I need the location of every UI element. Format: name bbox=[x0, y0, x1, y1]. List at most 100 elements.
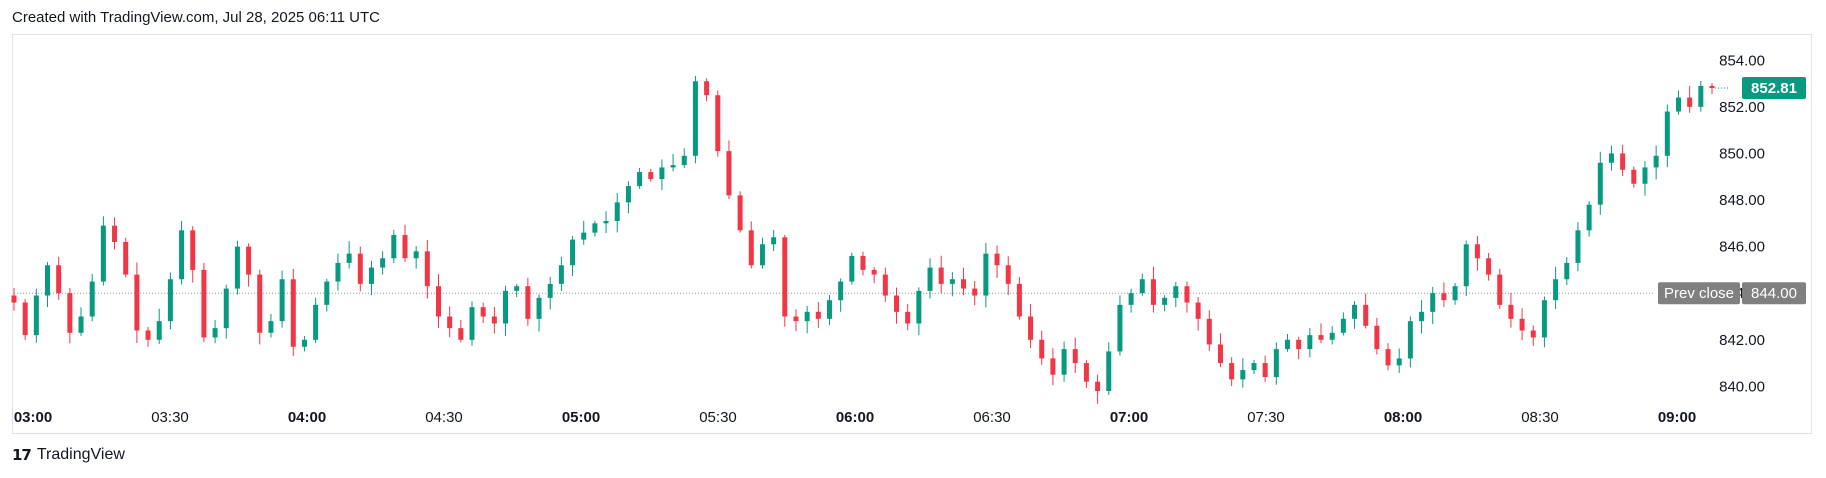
candle-body bbox=[1642, 167, 1648, 184]
candle-body bbox=[1631, 169, 1637, 184]
candle bbox=[983, 243, 989, 308]
candle bbox=[234, 240, 240, 295]
candle bbox=[938, 255, 944, 294]
candle bbox=[1262, 355, 1268, 383]
candle bbox=[447, 306, 453, 338]
candle bbox=[257, 269, 263, 345]
candle bbox=[1195, 296, 1201, 331]
candle-body bbox=[1709, 85, 1715, 89]
candle-body bbox=[1519, 318, 1525, 331]
candle bbox=[1150, 266, 1156, 313]
candle-body bbox=[324, 281, 330, 305]
candle-body bbox=[1608, 153, 1614, 163]
candle-body bbox=[201, 269, 207, 338]
candle-body bbox=[1385, 349, 1391, 366]
candle bbox=[156, 308, 162, 345]
candle bbox=[1217, 333, 1223, 368]
candle-body bbox=[145, 330, 151, 340]
candle bbox=[402, 224, 408, 262]
candle bbox=[860, 251, 866, 276]
candle bbox=[1564, 257, 1570, 286]
candle bbox=[804, 305, 810, 334]
candle-body bbox=[681, 155, 687, 166]
candle bbox=[1028, 303, 1034, 348]
candle bbox=[1039, 330, 1045, 365]
prev-close-label: Prev close bbox=[1664, 285, 1734, 302]
candle bbox=[1061, 341, 1067, 382]
candle-body bbox=[1363, 304, 1369, 326]
candle bbox=[815, 301, 821, 328]
candle-body bbox=[1307, 335, 1313, 350]
candle bbox=[1162, 295, 1168, 312]
candle-body bbox=[1664, 111, 1670, 156]
time-tick-label: 06:00 bbox=[836, 409, 874, 426]
candle bbox=[1486, 253, 1492, 281]
candle bbox=[692, 75, 698, 164]
candle-body bbox=[33, 295, 39, 336]
candle bbox=[357, 246, 363, 292]
candle bbox=[223, 284, 229, 339]
candle-body bbox=[759, 244, 765, 266]
candle-body bbox=[603, 221, 609, 224]
time-tick-label: 05:00 bbox=[562, 409, 600, 426]
candle-body bbox=[424, 251, 430, 287]
candle-body bbox=[782, 237, 788, 317]
candle bbox=[480, 302, 486, 323]
candle bbox=[1340, 312, 1346, 336]
candle-body bbox=[1083, 363, 1089, 382]
candle-body bbox=[1687, 97, 1693, 107]
candle-body bbox=[1620, 153, 1626, 170]
candle bbox=[1251, 359, 1257, 375]
price-tick-label: 840.00 bbox=[1719, 378, 1765, 395]
candle bbox=[1285, 333, 1290, 352]
candle bbox=[826, 295, 832, 325]
candle-body bbox=[949, 279, 955, 284]
candle bbox=[771, 229, 777, 251]
candle-body bbox=[715, 95, 721, 152]
candle-body bbox=[469, 307, 475, 340]
candle-body bbox=[1374, 325, 1380, 350]
candle bbox=[994, 245, 1000, 278]
price-tick-label: 852.00 bbox=[1719, 99, 1765, 116]
candle bbox=[1541, 296, 1547, 348]
candle-body bbox=[994, 253, 1000, 266]
candle-body bbox=[692, 81, 698, 156]
candle bbox=[1106, 342, 1112, 395]
candle bbox=[1095, 374, 1101, 404]
candle-body bbox=[838, 281, 844, 301]
candle bbox=[1206, 310, 1212, 351]
candle-body bbox=[503, 290, 509, 324]
prev-close-badge: Prev close 844.00 bbox=[1658, 282, 1806, 305]
candle-body bbox=[1463, 244, 1469, 287]
candle-body bbox=[1016, 283, 1022, 317]
candle bbox=[882, 267, 888, 302]
candle bbox=[268, 313, 274, 338]
price-labels: Prev close 844.00 852.81 bbox=[1658, 77, 1806, 305]
candle bbox=[33, 288, 39, 343]
candle bbox=[112, 217, 118, 250]
candle bbox=[1642, 161, 1648, 196]
candle-body bbox=[849, 255, 855, 282]
candle-body bbox=[346, 253, 352, 263]
candle bbox=[916, 287, 922, 336]
candle bbox=[1229, 357, 1235, 387]
candle-body bbox=[436, 286, 441, 317]
candle bbox=[134, 262, 140, 343]
candle-body bbox=[268, 321, 274, 333]
tradingview-logo-icon: 17 bbox=[12, 446, 32, 464]
candle-body bbox=[860, 255, 866, 270]
candle-body bbox=[1195, 302, 1201, 319]
candle-body bbox=[916, 290, 922, 324]
time-tick-label: 07:30 bbox=[1247, 409, 1285, 426]
candle-body bbox=[335, 262, 341, 282]
time-axis: 03:00 03:30 04:00 04:30 05:00 05:30 06:00 06:30… bbox=[14, 409, 1696, 426]
candle bbox=[1675, 90, 1681, 115]
candle-body bbox=[112, 225, 118, 242]
candle-body bbox=[1206, 318, 1212, 345]
candle-body bbox=[11, 295, 17, 303]
candle-body bbox=[1128, 293, 1134, 305]
candle-body bbox=[100, 225, 106, 282]
candle bbox=[45, 262, 51, 308]
candle bbox=[514, 283, 520, 297]
